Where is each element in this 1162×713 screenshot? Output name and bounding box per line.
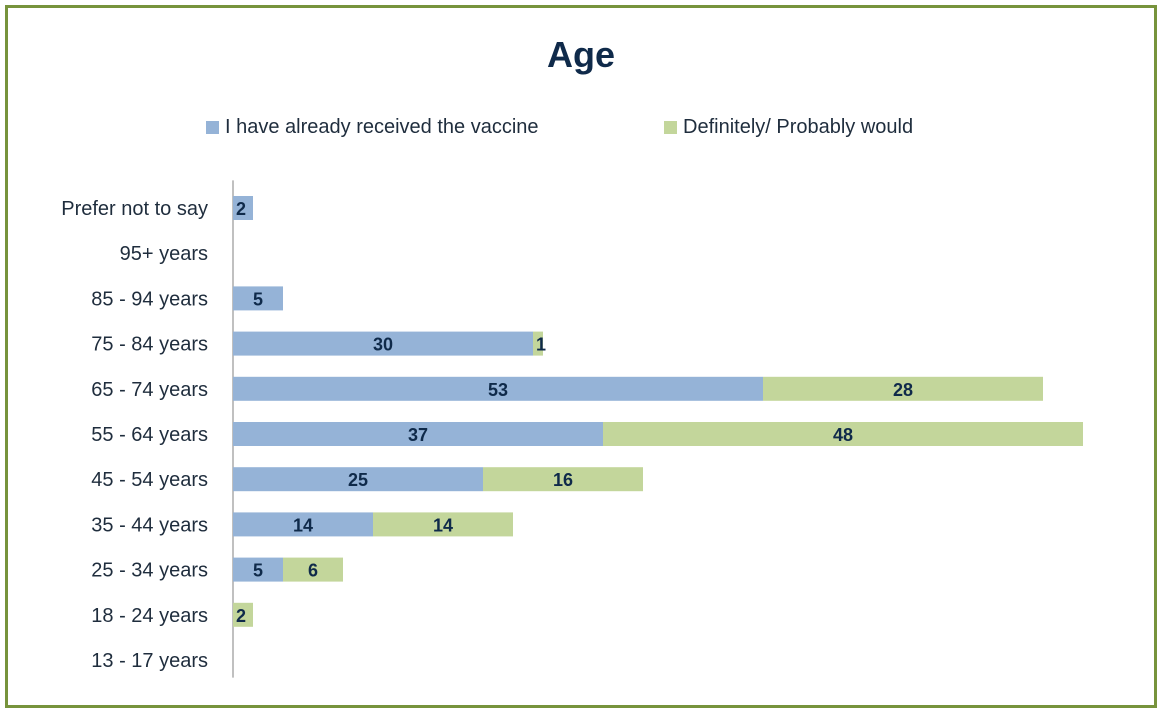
chart-frame [5,5,1157,708]
data-label: 6 [308,561,318,581]
data-label: 5 [253,561,263,581]
category-label: 55 - 64 years [91,424,208,446]
category-label: 85 - 94 years [91,288,208,310]
data-label: 2 [236,606,246,626]
data-label: 2 [236,199,246,219]
legend: I have already received the vaccine Defi… [0,116,1162,144]
legend-swatch-would [664,121,677,134]
data-label: 5 [253,289,263,309]
legend-label-received: I have already received the vaccine [225,116,539,138]
bar-received [233,376,763,401]
category-label: 13 - 17 years [91,650,208,672]
bar-received [233,467,483,492]
bar-would [603,422,1083,446]
legend-item-received: I have already received the vaccine [206,116,539,139]
data-label: 14 [433,515,453,535]
category-label: 65 - 74 years [91,379,208,401]
data-label: 25 [348,470,368,490]
category-label: 95+ years [120,243,208,265]
data-label: 1 [536,335,546,355]
category-label: 25 - 34 years [91,560,208,582]
bar-received [233,512,373,537]
data-label: 53 [488,380,508,400]
category-label: 45 - 54 years [91,469,208,491]
legend-swatch-received [206,121,219,134]
data-label: 30 [373,335,393,355]
data-label: 37 [408,425,428,445]
bar-would [283,557,343,582]
data-label: 28 [893,380,913,400]
data-label: 14 [293,515,313,535]
bar-received [233,331,533,356]
bar-received [233,557,283,582]
legend-item-would: Definitely/ Probably would [664,116,913,139]
bar-would [533,331,543,356]
category-label: 18 - 24 years [91,605,208,627]
category-label: 35 - 44 years [91,514,208,536]
bar-would [373,512,513,537]
bar-would [763,376,1043,401]
chart-title: Age [546,34,615,75]
data-label: 48 [833,425,853,445]
category-label: 75 - 84 years [91,334,208,356]
bar-would [483,467,643,492]
bar-received [233,422,603,446]
category-label: Prefer not to say [61,198,208,220]
legend-label-would: Definitely/ Probably would [683,116,914,138]
bar-would [233,602,253,627]
data-label: 16 [553,470,573,490]
bar-received [233,196,253,220]
bar-received [233,286,283,311]
